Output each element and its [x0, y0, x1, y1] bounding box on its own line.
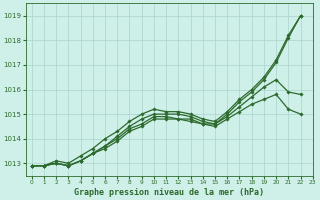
X-axis label: Graphe pression niveau de la mer (hPa): Graphe pression niveau de la mer (hPa) [74, 188, 264, 197]
